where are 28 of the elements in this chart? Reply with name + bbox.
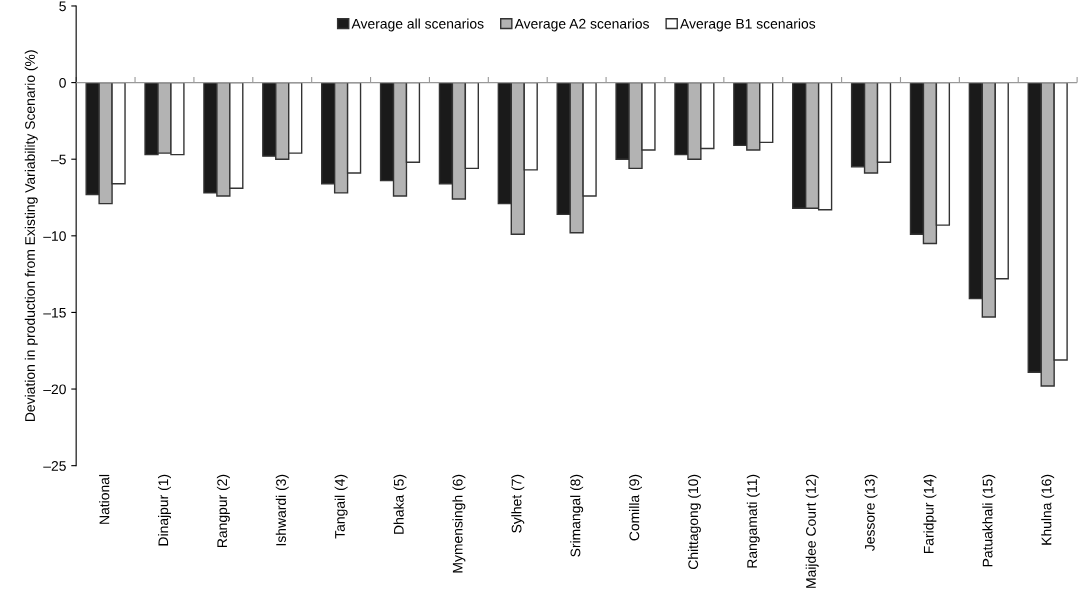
- legend-label: Average B1 scenarios: [680, 18, 816, 32]
- y-tick-label: –10: [43, 231, 66, 241]
- x-tick-label: Mymensingh (6): [452, 474, 466, 573]
- x-tick-label: Dhaka (5): [393, 474, 407, 534]
- x-tick-label: Khulna (16): [1041, 474, 1055, 545]
- y-tick-label: –25: [43, 460, 66, 471]
- legend-label: Average all scenarios: [351, 18, 484, 32]
- x-tick-label: Rangpur (2): [216, 474, 230, 547]
- x-tick-label: Maijdee Court (12): [805, 474, 819, 588]
- x-tick-label: Faridpur (14): [923, 474, 937, 554]
- y-tick-label: 5: [59, 1, 66, 12]
- y-tick-label: –5: [50, 154, 66, 165]
- x-tick-label: Tangail (4): [334, 474, 348, 539]
- x-tick-label: Jessore (13): [864, 474, 878, 551]
- x-tick-label: Rangamati (11): [746, 474, 760, 568]
- x-tick-label: Comilla (9): [629, 474, 642, 541]
- y-axis-title: Deviation in production from Existing Variability Scenario (%): [24, 50, 38, 421]
- y-tick-label: –20: [43, 384, 66, 395]
- x-tick-label: Patuakhali (15): [982, 474, 996, 567]
- x-tick-label: Srimangal (8): [570, 474, 584, 557]
- x-tick-label: Ishwardi (3): [275, 474, 289, 546]
- x-tick-label: Chittagong (10): [687, 474, 701, 570]
- legend-label: Average A2 scenarios: [514, 18, 649, 32]
- x-tick-label: National: [99, 474, 110, 524]
- y-tick-label: –15: [43, 307, 66, 318]
- x-tick-label: Dinajpur (1): [158, 474, 171, 546]
- x-tick-label: Sylhet (7): [511, 474, 525, 533]
- y-tick-label: 0: [59, 77, 66, 88]
